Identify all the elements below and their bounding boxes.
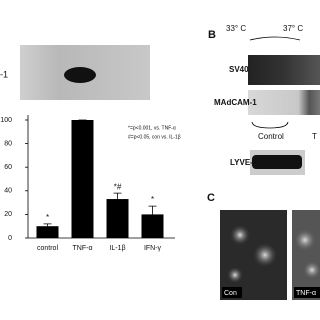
bracket	[251, 121, 289, 129]
y-tick-label: 80	[4, 140, 12, 147]
y-tick-label: 60	[4, 164, 12, 171]
annotation: *	[151, 195, 154, 204]
texture	[302, 260, 320, 280]
error-bar	[113, 192, 122, 200]
y-tick-label: 40	[4, 188, 12, 195]
image-label: Con	[224, 290, 237, 297]
annotation: *#	[114, 182, 122, 191]
x-tick-label: IL-1β	[109, 245, 125, 252]
blot-band	[64, 67, 96, 83]
x-tick-label: IFN-γ	[144, 245, 162, 252]
blot	[248, 90, 320, 115]
image-label: TNF-α	[296, 290, 316, 297]
temperature: 37° C	[283, 24, 303, 33]
temperature: 33° C	[226, 24, 246, 33]
legend-note: *=p<0.001, vs. TNF-α	[128, 125, 176, 131]
blot-band	[252, 155, 302, 169]
blot	[248, 55, 320, 85]
panel-label: C	[207, 192, 215, 204]
y-tick-label: 0	[8, 235, 12, 242]
y-tick-label: 20	[4, 211, 12, 218]
texture	[253, 243, 277, 267]
bracket	[249, 36, 301, 41]
x-tick-label: control	[37, 245, 58, 252]
group-label: Control	[258, 132, 284, 141]
micrograph	[292, 210, 320, 300]
annotation: *	[46, 213, 49, 222]
panel-label: B	[208, 29, 216, 41]
blot-label: -1	[0, 69, 8, 79]
row-label: MAdCAM-1	[214, 98, 257, 107]
y-tick-label: 100	[0, 117, 12, 124]
image-label-bg	[294, 287, 320, 298]
bar	[106, 199, 129, 238]
texture	[230, 225, 250, 245]
group-label: T	[312, 132, 317, 141]
x-tick-label: TNF-α	[73, 245, 93, 252]
texture	[293, 228, 317, 252]
error-bar	[43, 223, 52, 227]
legend-note: #=p<0.05, con vs. IL-1β	[128, 134, 181, 140]
bar	[141, 214, 164, 238]
row-label: LYVE-1	[230, 158, 258, 167]
image-label-bg	[222, 287, 242, 298]
row-label: SV40	[229, 65, 249, 74]
bar	[36, 226, 59, 238]
texture	[227, 267, 243, 283]
bar	[71, 120, 94, 238]
error-bar	[148, 205, 157, 215]
